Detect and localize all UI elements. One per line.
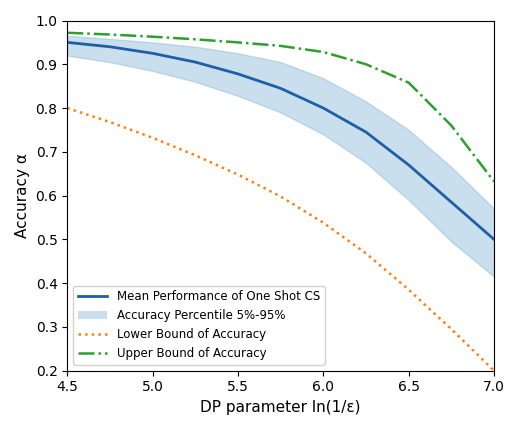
Y-axis label: Accuracy α: Accuracy α [15,153,30,238]
Legend: Mean Performance of One Shot CS, Accuracy Percentile 5%-95%, Lower Bound of Accu: Mean Performance of One Shot CS, Accurac… [73,286,325,365]
X-axis label: DP parameter ln(1/ε): DP parameter ln(1/ε) [200,400,361,415]
